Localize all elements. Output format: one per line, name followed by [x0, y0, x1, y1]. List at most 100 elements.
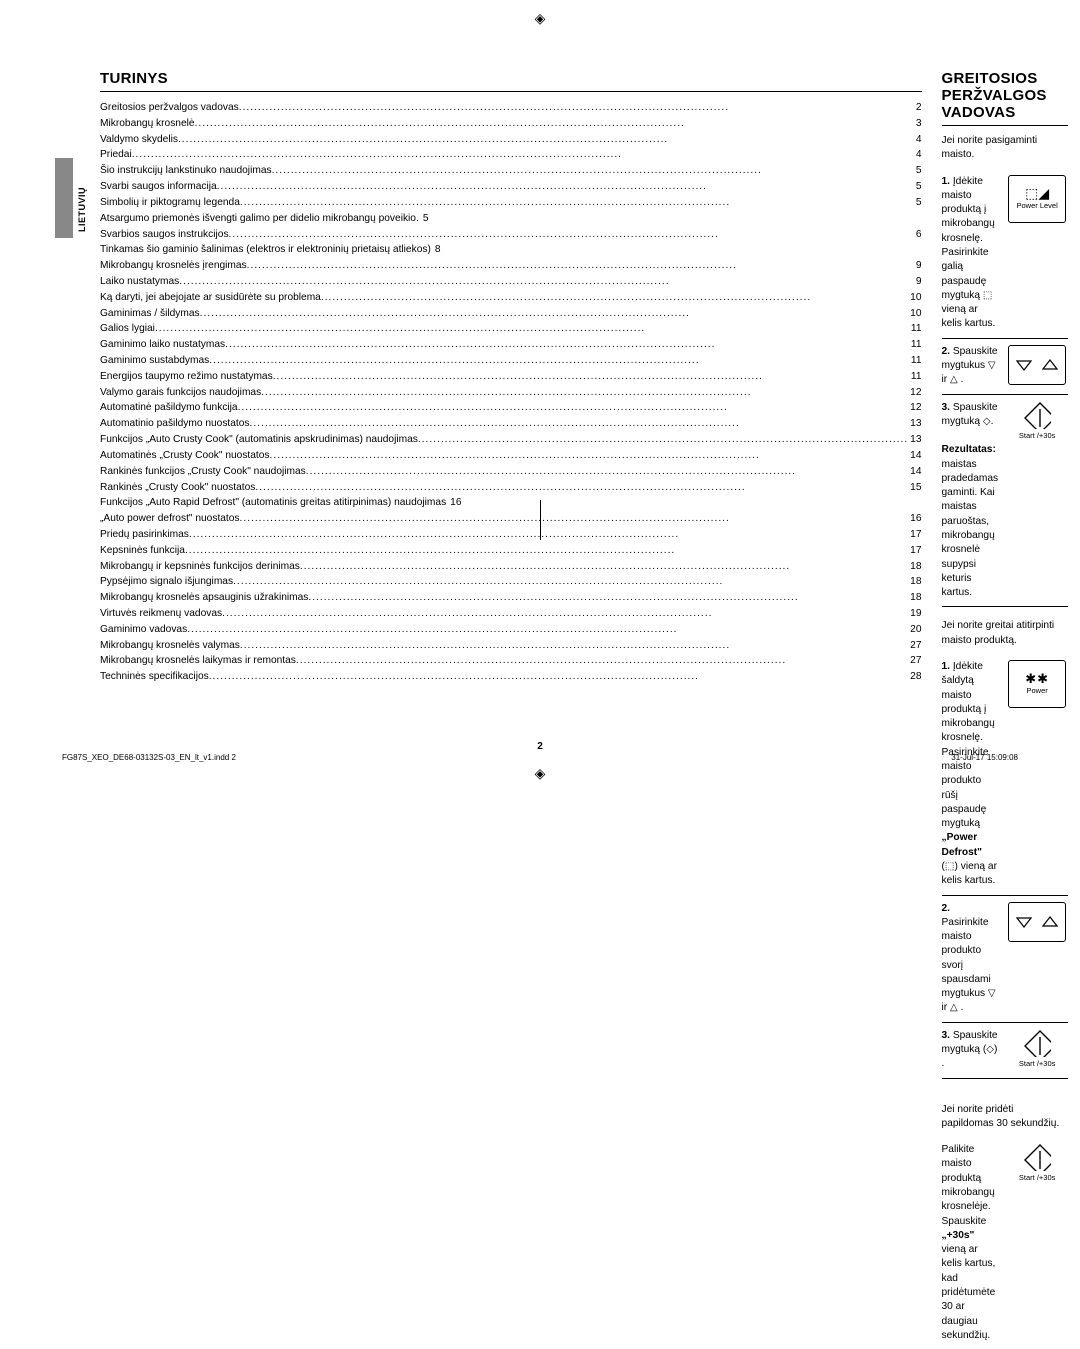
- button-label: Start /+30s: [1019, 1173, 1055, 1184]
- toc-title: Svarbi saugos informacija: [100, 179, 217, 195]
- toc-leader: [418, 432, 908, 448]
- toc-page: 13: [908, 416, 921, 432]
- down-arrow-icon: [1016, 359, 1032, 371]
- toc-leader: [296, 653, 908, 669]
- step-line: vieną ar kelis kartus, kad pridėtumėte 3…: [942, 1244, 996, 1341]
- quick-guide: Jei norite pasigaminti maisto. 1. Įdėkit…: [942, 134, 1069, 1349]
- toc-leader: [185, 543, 908, 559]
- reg-mark-bottom: ◈: [535, 765, 546, 782]
- toc-page: 15: [908, 480, 921, 496]
- toc-row: Tinkamas šio gaminio šalinimas (elektros…: [100, 242, 922, 258]
- toc-leader: [308, 590, 908, 606]
- power-level-icon: ⬚◢: [1025, 186, 1049, 200]
- toc-page: 17: [908, 527, 921, 543]
- toc-title: Gaminimo laiko nustatymas: [100, 337, 225, 353]
- toc-title: Svarbios saugos instrukcijos: [100, 227, 229, 243]
- start-button-icon: Start /+30s: [1006, 401, 1068, 442]
- section1-step3: 3. Spauskite mygtuką ◇. Rezultatas: mais…: [942, 395, 1069, 608]
- toc-row: Svarbios saugos instrukcijos 6: [100, 227, 922, 243]
- toc-row: Mikrobangų krosnelės įrengimas9: [100, 258, 922, 274]
- section1-step2: 2. Spauskite mygtukus ▽ ir △ .: [942, 339, 1069, 395]
- section1-step1: 1. Įdėkite maisto produktą į mikrobangų …: [942, 169, 1069, 339]
- toc-row: Virtuvės reikmenų vadovas19: [100, 606, 922, 622]
- reg-mark-top: ◈: [535, 10, 546, 27]
- start-button-icon: Start /+30s: [1006, 1143, 1068, 1184]
- toc-row: Gaminimo vadovas20: [100, 622, 922, 638]
- arrow-buttons-icon: [1006, 902, 1068, 942]
- toc-row: Kepsninės funkcija17: [100, 543, 922, 559]
- step-line: Spauskite mygtuką ◇.: [942, 402, 998, 427]
- button-outline: ⬚◢ Power Level: [1008, 175, 1066, 223]
- toc-title: Virtuvės reikmenų vadovas: [100, 606, 222, 622]
- toc-title: Šio instrukcijų lankstinuko naudojimas: [100, 163, 272, 179]
- step-number: 3.: [942, 402, 951, 413]
- toc-page: 11: [909, 369, 922, 385]
- section2-step1: 1. Įdėkite šaldytą maisto produktą į mik…: [942, 654, 1069, 896]
- toc-title: Rankinės „Crusty Cook" nuostatos: [100, 480, 255, 496]
- toc-row: Automatinė pašildymo funkcija12: [100, 400, 922, 416]
- toc-row: Valdymo skydelis4: [100, 132, 922, 148]
- power-defrost-label: „Power Defrost": [942, 832, 983, 857]
- toc-leader: [217, 179, 914, 195]
- toc-title: Funkcijos „Auto Rapid Defrost" (automati…: [100, 495, 446, 511]
- step-text: 2. Spauskite mygtukus ▽ ir △ .: [942, 345, 999, 388]
- step-line: Spauskite: [942, 1216, 987, 1227]
- toc-leader: [240, 638, 908, 654]
- toc-page: 28: [908, 669, 921, 685]
- toc-page: 18: [908, 590, 921, 606]
- toc-row: Valymo garais funkcijos naudojimas12: [100, 385, 922, 401]
- toc-page: 8: [433, 242, 441, 258]
- result-label: Rezultatas:: [942, 444, 996, 455]
- step-number: 1.: [942, 661, 951, 672]
- toc-row: Greitosios peržvalgos vadovas2: [100, 100, 922, 116]
- toc-page: 5: [914, 179, 922, 195]
- power-level-button-icon: ⬚◢ Power Level: [1006, 175, 1068, 223]
- toc-row: Laiko nustatymas9: [100, 274, 922, 290]
- toc-page: 6: [914, 227, 922, 243]
- plus30-label: „+30s": [942, 1230, 975, 1241]
- toc-title: Mikrobangų ir kepsninės funkcijos derini…: [100, 559, 300, 575]
- toc-leader: [250, 416, 909, 432]
- toc-row: Gaminimo sustabdymas 11: [100, 353, 922, 369]
- toc-leader: [222, 606, 908, 622]
- step-line: Įdėkite šaldytą maisto produktą į mikrob…: [942, 661, 995, 743]
- toc-title: Energijos taupymo režimo nustatymas: [100, 369, 273, 385]
- toc-page: 11: [909, 337, 922, 353]
- toc-row: Automatinio pašildymo nuostatos13: [100, 416, 922, 432]
- toc-row: Energijos taupymo režimo nustatymas 11: [100, 369, 922, 385]
- toc-title: Gaminimo sustabdymas: [100, 353, 209, 369]
- toc-page: 9: [914, 258, 922, 274]
- diamond-icon: [1023, 1029, 1051, 1057]
- up-arrow-icon: [1042, 916, 1058, 928]
- toc-leader: [240, 195, 914, 211]
- step-number: 3.: [942, 1030, 951, 1041]
- toc-row: Techninės specifikacijos28: [100, 669, 922, 685]
- toc-title: Priedų pasirinkimas: [100, 527, 189, 543]
- toc-row: Funkcijos „Auto Crusty Cook" (automatini…: [100, 432, 922, 448]
- toc-page: 12: [908, 400, 921, 416]
- toc-leader: [272, 163, 914, 179]
- toc-row: Priedų pasirinkimas 17: [100, 527, 922, 543]
- toc-leader: [239, 100, 914, 116]
- toc-title: Mikrobangų krosnelės apsauginis užrakini…: [100, 590, 308, 606]
- step-text: 1. Įdėkite maisto produktą į mikrobangų …: [942, 175, 999, 332]
- button-outline: [1008, 345, 1066, 385]
- content-columns: TURINYS Greitosios peržvalgos vadovas2Mi…: [60, 70, 1020, 710]
- toc-row: Galios lygiai11: [100, 321, 922, 337]
- step-number: 2.: [942, 903, 951, 914]
- toc-page: 11: [909, 353, 922, 369]
- button-outline: [1008, 902, 1066, 942]
- toc-page: 14: [908, 448, 921, 464]
- toc-leader: [300, 559, 908, 575]
- toc-title: Valymo garais funkcijos naudojimas: [100, 385, 261, 401]
- toc-leader: [179, 274, 914, 290]
- toc-title: Mikrobangų krosnelė: [100, 116, 195, 132]
- button-label: Start /+30s: [1019, 431, 1055, 442]
- step-text: 2. Pasirinkite maisto produkto svorį spa…: [942, 902, 999, 1016]
- toc-leader: [209, 669, 908, 685]
- step-text: 3. Spauskite mygtuką ◇. Rezultatas: mais…: [942, 401, 999, 601]
- toc-title: Greitosios peržvalgos vadovas: [100, 100, 239, 116]
- section3-intro: Jei norite pridėti papildomas 30 sekundž…: [942, 1103, 1069, 1132]
- step-line: Pasirinkite maisto produkto svorį spausd…: [942, 917, 996, 1014]
- toc-title: Gaminimo vadovas: [100, 622, 187, 638]
